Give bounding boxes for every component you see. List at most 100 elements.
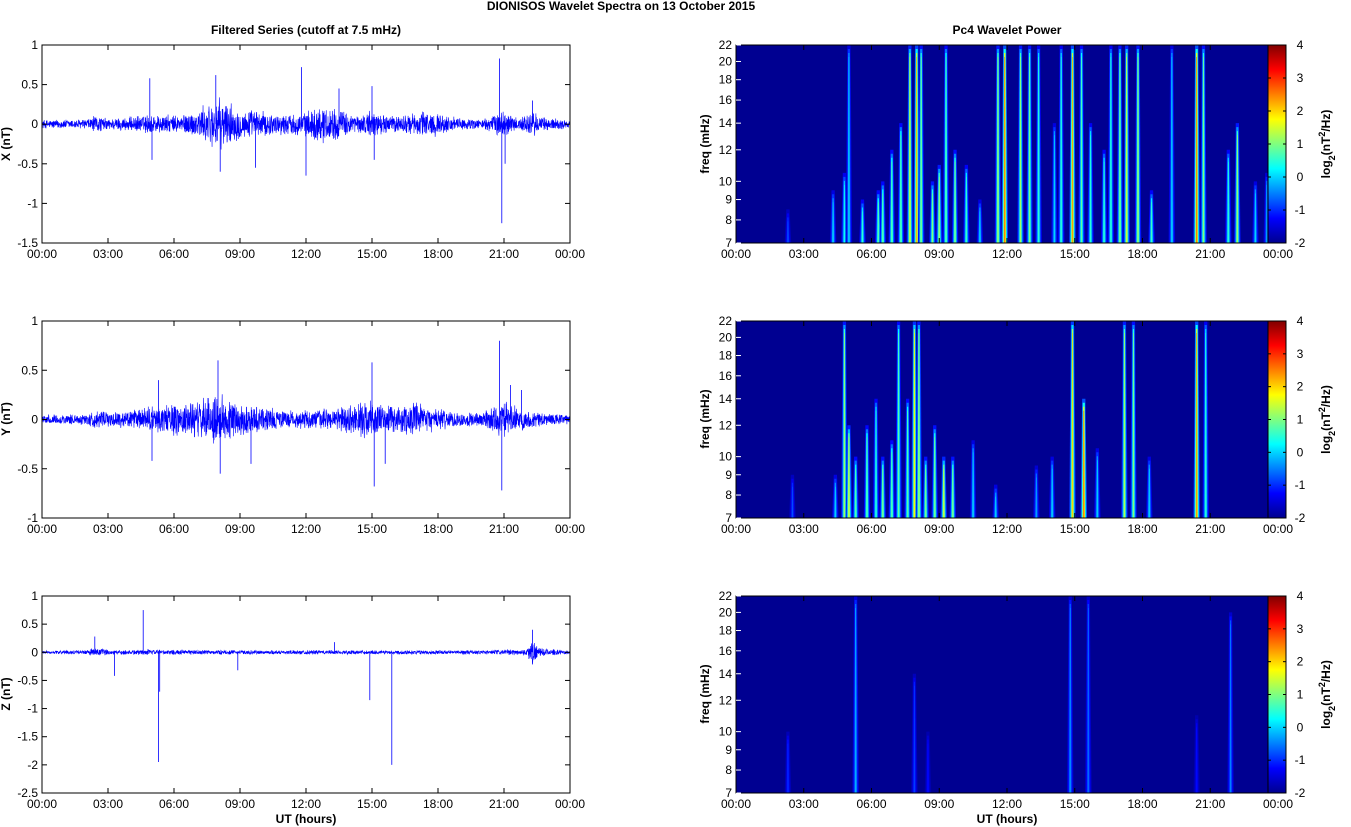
wavelet-ridge xyxy=(791,486,794,518)
colorbar-tick-label: 1 xyxy=(1297,413,1304,427)
heatmap-background xyxy=(736,321,1278,518)
x-tick-label: 12:00 xyxy=(992,247,1022,261)
x-tick-label: 03:00 xyxy=(789,797,819,811)
y-tick-label: 14 xyxy=(719,116,733,130)
y-tick-label: 0.5 xyxy=(21,617,38,631)
panel-z-series: -2.5 -2 -1.5 -1 -0.5 0 0.5 1 00:00 03:00 06:00 09:0… xyxy=(0,589,585,826)
wavelet-ridge xyxy=(1004,57,1006,243)
wavelet-ridge xyxy=(972,452,974,518)
wavelet-ridge xyxy=(1236,135,1238,243)
x-tick-label: 12:00 xyxy=(992,522,1022,536)
y-tick-label: -1 xyxy=(27,511,38,525)
ridge-layer xyxy=(784,596,1234,793)
wavelet-ridge xyxy=(909,57,911,243)
wavelet-ridge xyxy=(866,437,868,518)
x-tick-label: 09:00 xyxy=(225,247,255,261)
y-tick-label: 16 xyxy=(719,369,733,383)
y-axis-label: freq (mHz) xyxy=(698,114,712,173)
colorbar-tick-label: 4 xyxy=(1297,589,1304,603)
y-axis-label: Z (nT) xyxy=(0,677,13,710)
wavelet-ridge xyxy=(927,743,929,793)
wavelet-ridge xyxy=(913,685,916,793)
x-tick-label: 03:00 xyxy=(93,247,123,261)
colorbar: -2 -1 0 1 2 3 4 log2(nT2/Hz) xyxy=(1267,38,1337,250)
y-tick-label: 9 xyxy=(725,193,732,207)
y-tick-label: -0.5 xyxy=(17,157,38,171)
wavelet-ridge xyxy=(1150,202,1153,243)
x-tick-label: 00:00 xyxy=(721,797,751,811)
colorbar-label: log2(nT2/Hz) xyxy=(1317,660,1337,729)
wavelet-ridge xyxy=(1089,135,1092,243)
y-tick-label: 7 xyxy=(725,511,732,525)
y-axis-label: Y (nT) xyxy=(0,402,13,436)
wavelet-ridge xyxy=(1126,57,1128,243)
wavelet-ridge xyxy=(1196,727,1198,793)
x-tick-label: 09:00 xyxy=(924,247,954,261)
x-tick-label: 00:00 xyxy=(27,522,57,536)
x-tick-label: 21:00 xyxy=(1195,247,1225,261)
colorbar-tick-label: 3 xyxy=(1297,347,1304,361)
colorbar-tick-label: 2 xyxy=(1297,655,1304,669)
wavelet-ridge xyxy=(1083,410,1085,518)
wavelet-ridge xyxy=(1053,135,1056,243)
wavelet-ridge xyxy=(1119,57,1121,243)
y-tick-label: 10 xyxy=(719,174,733,188)
y-tick-label: 8 xyxy=(725,488,732,502)
panel-x-series: Filtered Series (cutoff at 7.5 mHz) -1.5… xyxy=(0,23,585,261)
y-tick-label: 16 xyxy=(719,93,733,107)
x-tick-label: 06:00 xyxy=(159,522,189,536)
wavelet-ridge xyxy=(1103,161,1105,243)
x-tick-label: 09:00 xyxy=(225,797,255,811)
panel-y-series: -1 -0.5 0 0.5 1 00:00 03:00 06:00 09:00 12:00 15:0… xyxy=(0,314,585,536)
colorbar-label: log2(nT2/Hz) xyxy=(1317,110,1337,179)
x-tick-label: 03:00 xyxy=(93,522,123,536)
wavelet-ridge xyxy=(861,211,864,243)
plot-area: -1.5 -1 -0.5 0 0.5 1 00:00 03:00 06:00 09:00 12:00… xyxy=(17,38,585,261)
wavelet-ridge xyxy=(1038,57,1040,243)
wavelet-ridge xyxy=(1196,333,1198,518)
wavelet-ridge xyxy=(1137,57,1139,243)
heatmap-background xyxy=(736,596,1278,793)
wavelet-ridge xyxy=(931,193,934,243)
plot-area: 7 8 9 10 12 14 16 18 20 22 00:00 03:00 06:00 09:00 12:… xyxy=(719,314,1294,536)
colorbar-tick-label: -2 xyxy=(1295,236,1306,250)
wavelet-ridge xyxy=(1019,57,1022,243)
x-tick-label: 06:00 xyxy=(856,797,886,811)
y-tick-label: -2.5 xyxy=(17,786,38,800)
panel-title: Filtered Series (cutoff at 7.5 mHz) xyxy=(211,23,401,37)
wavelet-ridge xyxy=(898,333,900,518)
wavelet-ridge xyxy=(1035,477,1037,518)
x-tick-label: 15:00 xyxy=(1060,797,1090,811)
ridge-layer xyxy=(789,321,1209,518)
y-tick-label: 1 xyxy=(31,314,38,328)
colorbar-tick-label: -1 xyxy=(1295,753,1306,767)
colorbar-tick-label: 0 xyxy=(1297,720,1304,734)
wavelet-ridge xyxy=(882,193,884,243)
wavelet-ridge xyxy=(1080,57,1083,243)
plot-background xyxy=(42,596,570,793)
x-tick-label: 00:00 xyxy=(27,797,57,811)
x-tick-label: 06:00 xyxy=(856,522,886,536)
x-tick-label: 18:00 xyxy=(1127,797,1157,811)
y-tick-label: 7 xyxy=(725,786,732,800)
wavelet-ridge xyxy=(997,57,999,243)
wavelet-ridge xyxy=(913,333,916,518)
x-tick-label: 12:00 xyxy=(291,797,321,811)
wavelet-ridge xyxy=(1254,193,1257,243)
colorbar-tick-label: 0 xyxy=(1297,445,1304,459)
y-tick-label: -0.5 xyxy=(17,462,38,476)
wavelet-ridge xyxy=(900,135,902,243)
x-tick-label: 00:00 xyxy=(555,522,585,536)
x-tick-label: 21:00 xyxy=(489,522,519,536)
wavelet-ridge xyxy=(891,161,893,243)
x-tick-label: 00:00 xyxy=(1263,797,1293,811)
x-tick-label: 18:00 xyxy=(423,797,453,811)
wavelet-ridge xyxy=(843,184,845,243)
y-tick-label: 12 xyxy=(719,143,733,157)
colorbar-label: log2(nT2/Hz) xyxy=(1317,385,1337,454)
colorbar-tick-label: 4 xyxy=(1297,38,1304,52)
y-tick-label: 22 xyxy=(719,314,733,328)
